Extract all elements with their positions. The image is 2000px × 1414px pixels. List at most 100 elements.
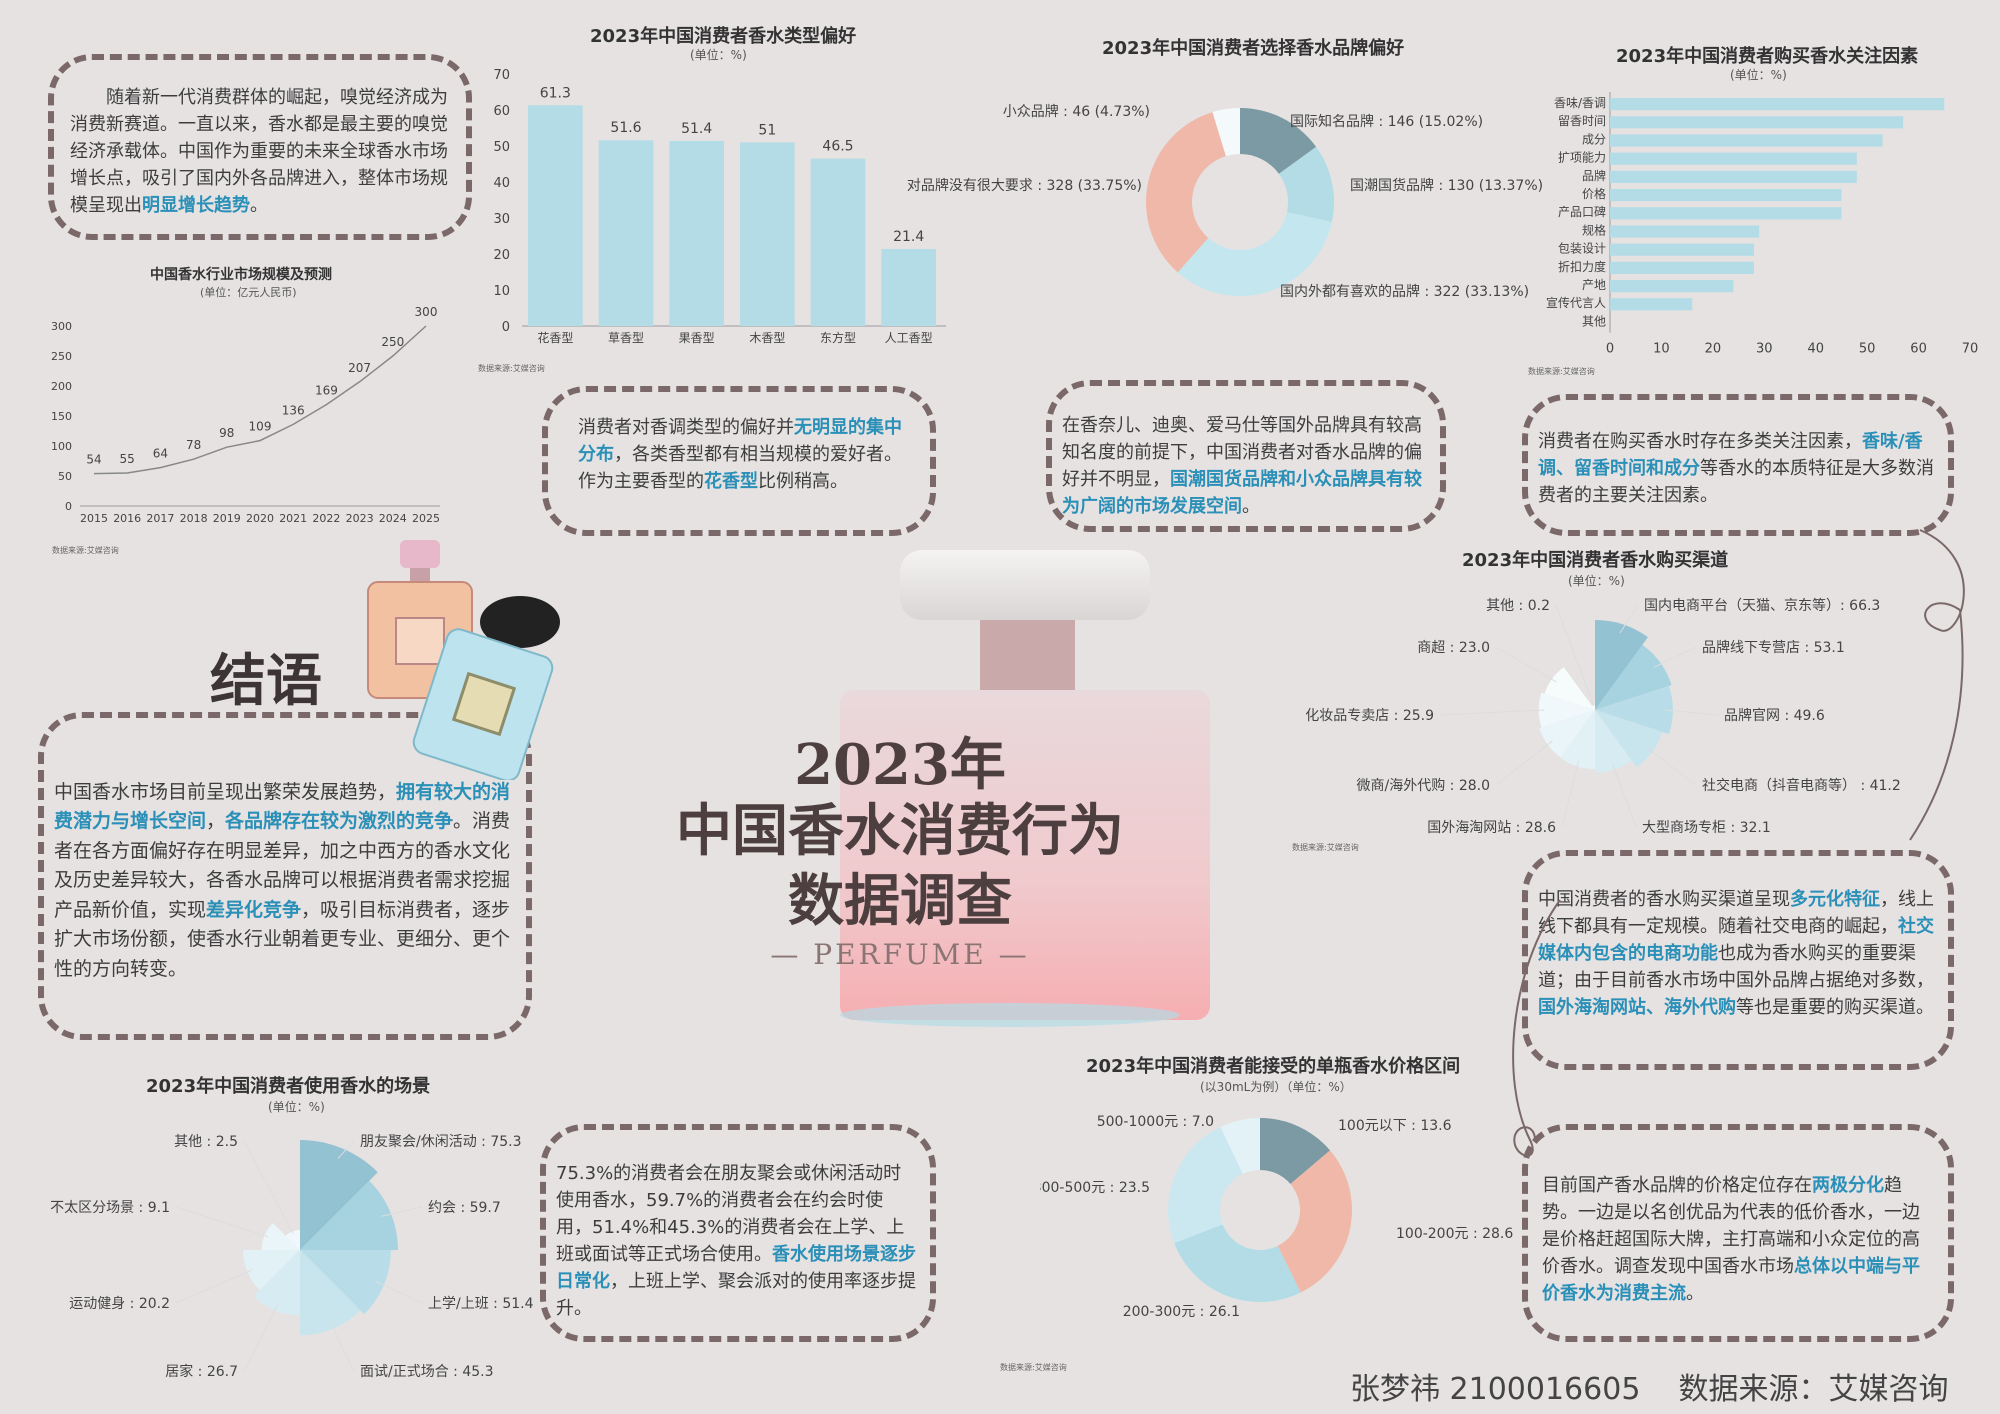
highlight-text: 国外海淘网站、海外代购: [1538, 997, 1736, 1018]
leader-line: [1611, 763, 1637, 828]
body-text: ，线上线下都具有一定规模。随着社交电商的崛起，: [1538, 889, 1934, 937]
data-label: 207: [348, 361, 371, 375]
slice-label: 商超 : 23.0: [1417, 640, 1490, 656]
type-chart-unit: (单位：%): [690, 48, 747, 62]
slice-label: 其他 : 0.2: [1486, 598, 1550, 614]
y-tick-label: 品牌: [1582, 169, 1606, 183]
bar: [669, 140, 724, 326]
data-label: 64: [153, 447, 168, 461]
slice-label: 居家 : 26.7: [165, 1363, 238, 1380]
bar: [1610, 152, 1857, 165]
price-textbox: 目前国产香水品牌的价格定位存在两极分化趋势。一边是以名创优品为代表的低价香水，一…: [1522, 1124, 1954, 1342]
factor-chart-unit: (单位：%): [1730, 68, 1787, 82]
leader-line: [1495, 740, 1553, 786]
donut-slice: [1260, 1118, 1331, 1185]
market-chart-title: 中国香水行业市场规模及预测: [150, 267, 332, 283]
leader-line: [175, 1206, 269, 1238]
x-tick-label: 2018: [180, 512, 208, 525]
x-tick-label: 40: [1807, 342, 1824, 356]
body-text: ，各类香型都有相当规模的爱好者。作为主要香型的: [578, 444, 902, 492]
donut-slice: [1212, 108, 1240, 157]
y-tick-label: 20: [493, 248, 510, 263]
rose-slice: [261, 1222, 300, 1250]
rose-slice: [1592, 705, 1595, 710]
slice-label: 朋友聚会/休闲活动 : 75.3: [360, 1134, 522, 1150]
scene-chart-unit: (单位：%): [268, 1100, 325, 1114]
y-tick-label: 包装设计: [1558, 242, 1606, 256]
conclusion-text: 中国香水市场目前呈现出繁荣发展趋势，拥有较大的消费潜力与增长空间，各品牌存在较为…: [54, 781, 510, 980]
slice-label: 其他 : 2.5: [174, 1134, 238, 1150]
bar: [1610, 134, 1883, 147]
y-tick-label: 10: [493, 284, 510, 299]
rose-slice: [253, 1250, 300, 1316]
highlight-text: 总体以中端与平价香水为消费主流: [1542, 1256, 1920, 1304]
body-text: ，上班上学、聚会派对的使用率逐步提升。: [556, 1271, 916, 1319]
rose-slice: [243, 1250, 300, 1291]
body-text: 目前国产香水品牌的价格定位存在: [1542, 1175, 1812, 1196]
leader-line: [243, 1140, 294, 1234]
bar: [1610, 207, 1842, 220]
slice-label: 不太区分场景 : 9.1: [50, 1200, 170, 1216]
scene-chart-title: 2023年中国消费者使用香水的场景: [146, 1076, 431, 1097]
bar: [1610, 243, 1754, 256]
slice-label: 500-1000元 : 7.0: [1097, 1114, 1214, 1130]
bar: [598, 140, 654, 326]
intro-text: 随着新一代消费群体的崛起，嗅觉经济成为消费新赛道。一直以来，香水都是最主要的嗅觉…: [70, 87, 448, 216]
leader-line: [1619, 604, 1639, 634]
channel-chart-unit: (单位：%): [1568, 574, 1625, 588]
market-chart-unit: (单位：亿元人民币): [200, 286, 297, 299]
y-tick-label: 规格: [1582, 222, 1606, 237]
donut-slice: [1177, 212, 1332, 296]
x-tick-label: 2016: [113, 512, 141, 525]
market-source: 数据来源:艾媒咨询: [52, 546, 119, 555]
bar: [1610, 98, 1945, 111]
x-tick-label: 10: [1653, 342, 1670, 356]
x-tick-label: 2019: [213, 512, 241, 525]
type-text: 消费者对香调类型的偏好并无明显的集中分布，各类香型都有相当规模的爱好者。作为主要…: [578, 417, 902, 492]
slice-label: 大型商场专柜 : 32.1: [1642, 820, 1771, 836]
bar: [1610, 298, 1693, 311]
data-label: 136: [282, 403, 305, 417]
body-text: 在香奈儿、迪奥、爱马仕等国外品牌具有较高知名度的前提下，中国消费者对香水品牌的偏…: [1062, 415, 1422, 490]
highlight-text: 差异化竞争: [206, 898, 302, 921]
body-text: ，吸引目标消费者，逐步扩大市场份额，使香水行业朝着更专业、更细分、更个性的方向转…: [54, 898, 511, 980]
rose-slice: [1539, 710, 1595, 758]
price-chart-title: 2023年中国消费者能接受的单瓶香水价格区间: [1086, 1056, 1461, 1077]
highlight-text: 国潮国货品牌和小众品牌具有较为广阔的市场发展空间: [1062, 469, 1422, 517]
x-tick-label: 木香型: [749, 331, 785, 345]
rose-slice: [1595, 644, 1672, 710]
body-text: 等也是重要的购买渠道。: [1736, 997, 1934, 1018]
perfume-bottle-illustration: [840, 550, 1210, 1027]
data-label: 51.6: [610, 120, 641, 136]
body-text: 趋势。一边是以名创优品为代表的低价香水，一边是价格赶超国际大牌，主打高端和小众定…: [1542, 1175, 1920, 1277]
y-tick-label: 产品口碑: [1558, 204, 1606, 219]
slice-label: 国内外都有喜欢的品牌 : 322 (33.13%): [1280, 283, 1529, 300]
y-tick-label: 产地: [1582, 278, 1606, 292]
donut-slice: [1277, 1150, 1352, 1293]
y-tick-label: 宣传代言人: [1546, 295, 1606, 310]
leader-line: [1561, 760, 1580, 828]
slice-label: 100元以下 : 13.6: [1338, 1118, 1452, 1134]
slice-label: 100-200元 : 28.6: [1396, 1226, 1513, 1242]
data-label: 51: [758, 122, 776, 138]
conclusion-title: 结语: [210, 648, 322, 714]
y-tick-label: 0: [502, 320, 510, 335]
highlight-text: 拥有较大的消费潜力与增长空间: [54, 781, 511, 833]
slice-label: 品牌线下专营店 : 53.1: [1702, 639, 1845, 656]
donut-slice: [1278, 146, 1334, 222]
y-tick-label: 50: [58, 470, 72, 483]
x-tick-label: 60: [1910, 342, 1927, 356]
leader-line: [1439, 709, 1545, 716]
leader-line: [1646, 747, 1697, 786]
bar: [1610, 189, 1842, 202]
main-title-line1: 中国香水消费行为: [676, 798, 1124, 864]
price-text: 目前国产香水品牌的价格定位存在两极分化趋势。一边是以名创优品为代表的低价香水，一…: [1542, 1175, 1920, 1304]
conclusion-textbox: 中国香水市场目前呈现出繁荣发展趋势，拥有较大的消费潜力与增长空间，各品牌存在较为…: [38, 712, 532, 1040]
leader-line: [337, 1140, 355, 1159]
x-tick-label: 花香型: [537, 330, 573, 345]
rose-slice: [1544, 667, 1595, 710]
y-tick-label: 300: [51, 320, 72, 333]
main-title-year: 2023年: [794, 732, 1006, 798]
body-text: ，: [206, 810, 226, 833]
rose-slice: [285, 1229, 300, 1250]
